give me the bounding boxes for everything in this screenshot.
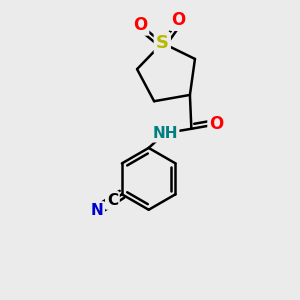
Text: S: S [156,34,169,52]
Text: N: N [91,203,103,218]
Text: O: O [209,116,224,134]
Text: C: C [107,193,118,208]
Text: O: O [133,16,147,34]
Text: O: O [171,11,186,29]
Text: NH: NH [152,126,178,141]
